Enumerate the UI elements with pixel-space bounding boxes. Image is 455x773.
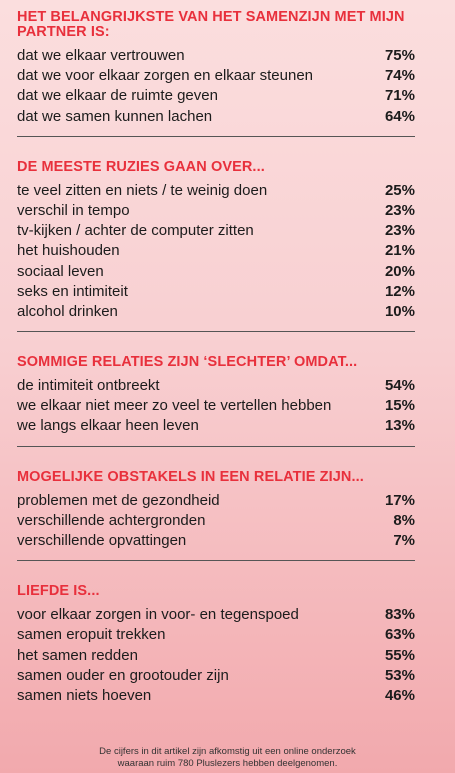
row-value: 13% xyxy=(384,417,415,435)
row-label: het samen redden xyxy=(17,646,138,664)
table-row: we langs elkaar heen leven 13% xyxy=(17,416,415,436)
row-value: 7% xyxy=(393,532,415,549)
section-heading: SOMMIGE RELATIES ZIJN ‘SLECHTER’ OMDAT..… xyxy=(17,354,358,371)
row-label: dat we voor elkaar zorgen en elkaar steu… xyxy=(17,67,314,85)
row-value: 23% xyxy=(384,201,415,219)
footnote: De cijfers in dit artikel zijn afkomstig… xyxy=(0,746,455,770)
section-4: MOGELIJKE OBSTAKELS IN EEN RELATIE ZIJN.… xyxy=(17,468,415,562)
row-value: 54% xyxy=(384,377,415,395)
section-2: DE MEESTE RUZIES GAAN OVER... te veel zit… xyxy=(17,158,415,333)
table-row: alcohol drinken 10% xyxy=(17,302,415,322)
section-rows: voor elkaar zorgen in voor- en tegenspoe… xyxy=(17,605,415,706)
table-row: verschillende achtergronden 8% xyxy=(17,511,415,531)
table-row: we elkaar niet meer zo veel te vertellen… xyxy=(17,396,415,416)
row-label: we elkaar niet meer zo veel te vertellen… xyxy=(17,397,332,415)
section-heading: HET BELANGRIJKSTE VAN HET SAMENZIJN MET … xyxy=(17,9,405,40)
table-row: problemen met de gezondheid 17% xyxy=(17,491,415,511)
footnote-line-1: De cijfers in dit artikel zijn afkomstig… xyxy=(99,746,356,757)
table-row: verschillende opvattingen 7% xyxy=(17,531,415,551)
row-value: 25% xyxy=(384,181,415,199)
row-value: 23% xyxy=(384,222,415,240)
section-rows: de intimiteit ontbreekt 54% we elkaar niet… xyxy=(17,376,415,437)
row-label: alcohol drinken xyxy=(17,302,118,320)
table-row: dat we elkaar de ruimte geven 71% xyxy=(17,86,415,106)
row-label: problemen met de gezondheid xyxy=(17,491,220,509)
row-value: 74% xyxy=(384,67,415,85)
table-row: samen eropuit trekken 63% xyxy=(17,625,415,645)
row-label: dat we elkaar de ruimte geven xyxy=(17,87,218,105)
footnote-line-2: waaraan ruim 780 Pluslezers hebben deelg… xyxy=(117,758,338,769)
row-value: 63% xyxy=(384,626,415,644)
table-row: samen niets hoeven 46% xyxy=(17,686,415,706)
section-heading: MOGELIJKE OBSTAKELS IN EEN RELATIE ZIJN.… xyxy=(17,468,364,485)
row-label: verschil in tempo xyxy=(17,201,130,219)
section-rows: dat we elkaar vertrouwen 75% dat we voor e… xyxy=(17,46,415,127)
row-label: verschillende opvattingen xyxy=(17,532,187,549)
row-label: dat we elkaar vertrouwen xyxy=(17,47,185,64)
section-heading: DE MEESTE RUZIES GAAN OVER... xyxy=(17,158,265,175)
table-row: verschil in tempo 23% xyxy=(17,201,415,221)
row-label: dat we samen kunnen lachen xyxy=(17,107,213,125)
divider xyxy=(17,445,415,447)
row-value: 17% xyxy=(384,491,415,509)
section-rows: te veel zitten en niets / te weinig doen… xyxy=(17,181,415,322)
row-label: tv-kijken / achter de computer zitten xyxy=(17,222,254,240)
row-label: te veel zitten en niets / te weinig doen xyxy=(17,181,268,199)
row-value: 55% xyxy=(384,646,415,664)
section-1: HET BELANGRIJKSTE VAN HET SAMENZIJN MET … xyxy=(17,10,415,137)
row-value: 75% xyxy=(384,47,415,64)
row-label: de intimiteit ontbreekt xyxy=(17,377,160,395)
row-value: 83% xyxy=(384,606,415,624)
section-3: SOMMIGE RELATIES ZIJN ‘SLECHTER’ OMDAT..… xyxy=(17,355,415,447)
row-value: 12% xyxy=(384,282,415,300)
table-row: dat we samen kunnen lachen 64% xyxy=(17,107,415,127)
divider xyxy=(17,331,415,333)
row-value: 10% xyxy=(384,302,415,320)
survey-results: HET BELANGRIJKSTE VAN HET SAMENZIJN MET … xyxy=(17,10,415,706)
table-row: tv-kijken / achter de computer zitten 23% xyxy=(17,221,415,241)
row-value: 8% xyxy=(393,511,415,529)
row-label: we langs elkaar heen leven xyxy=(17,417,199,435)
row-value: 46% xyxy=(384,686,415,704)
row-label: voor elkaar zorgen in voor- en tegenspoe… xyxy=(17,606,299,624)
table-row: sociaal leven 20% xyxy=(17,262,415,282)
row-label: samen niets hoeven xyxy=(17,686,152,704)
section-5: LIEFDE IS... voor elkaar zorgen in voor- … xyxy=(17,584,415,706)
table-row: te veel zitten en niets / te weinig doen… xyxy=(17,181,415,201)
section-heading: LIEFDE IS... xyxy=(17,583,100,600)
row-value: 20% xyxy=(384,262,415,280)
row-label: sociaal leven xyxy=(17,262,104,280)
row-label: samen ouder en grootouder zijn xyxy=(17,666,229,684)
table-row: voor elkaar zorgen in voor- en tegenspoe… xyxy=(17,605,415,625)
row-value: 53% xyxy=(384,666,415,684)
table-row: seks en intimiteit 12% xyxy=(17,282,415,302)
row-label: samen eropuit trekken xyxy=(17,626,166,644)
row-label: het huishouden xyxy=(17,242,120,260)
row-label: seks en intimiteit xyxy=(17,282,128,300)
row-value: 15% xyxy=(384,397,415,415)
table-row: het samen redden 55% xyxy=(17,646,415,666)
section-rows: problemen met de gezondheid 17% verschille… xyxy=(17,491,415,552)
table-row: dat we elkaar vertrouwen 75% xyxy=(17,46,415,66)
row-value: 64% xyxy=(384,107,415,125)
row-value: 71% xyxy=(384,87,415,105)
table-row: samen ouder en grootouder zijn 53% xyxy=(17,666,415,686)
divider xyxy=(17,135,415,137)
table-row: dat we voor elkaar zorgen en elkaar steu… xyxy=(17,66,415,86)
row-label: verschillende achtergronden xyxy=(17,511,206,529)
table-row: de intimiteit ontbreekt 54% xyxy=(17,376,415,396)
row-value: 21% xyxy=(384,242,415,260)
divider xyxy=(17,560,415,562)
table-row: het huishouden 21% xyxy=(17,241,415,261)
